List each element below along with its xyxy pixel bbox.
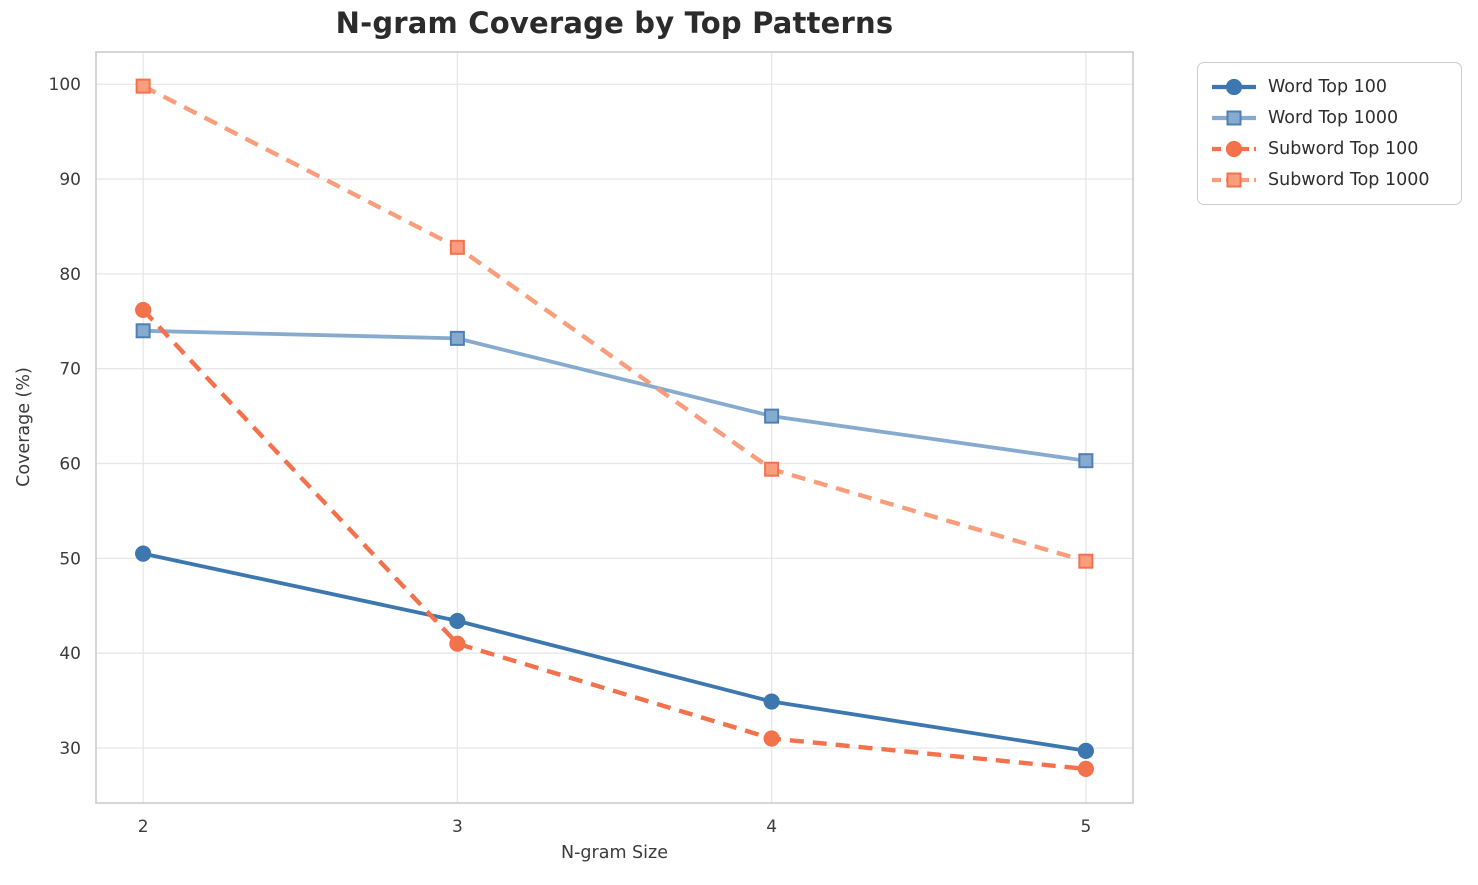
- x-axis-label: N-gram Size: [561, 843, 668, 863]
- marker-subword-top-1000: [764, 461, 780, 477]
- legend-swatch-word-top-100: [1212, 78, 1256, 96]
- y-tick-label: 80: [59, 265, 81, 285]
- marker-word-top-100: [135, 545, 152, 562]
- marker-subword-top-1000: [135, 78, 151, 94]
- series-line-subword-top-1000: [142, 84, 1087, 564]
- x-tick-label: 3: [452, 817, 463, 837]
- marker-word-top-100: [449, 612, 466, 630]
- legend-swatch-subword-top-1000: [1212, 172, 1256, 188]
- legend-item-subword-top-1000: Subword Top 1000: [1210, 166, 1449, 194]
- legend: Word Top 100 Word Top 1000 Subword Top 1…: [1197, 62, 1462, 205]
- marker-subword-top-100: [763, 730, 780, 747]
- legend-item-word-top-100: Word Top 100: [1210, 73, 1449, 101]
- legend-swatch-subword-top-100: [1212, 140, 1256, 158]
- legend-swatch-word-top-1000: [1212, 110, 1256, 126]
- legend-marker-word-top-1000: [1226, 110, 1242, 126]
- chart-title: N-gram Coverage by Top Patterns: [335, 6, 894, 40]
- legend-item-word-top-1000: Word Top 1000: [1210, 104, 1449, 132]
- legend-label: Subword Top 1000: [1268, 170, 1430, 190]
- series-line-word-top-100: [142, 551, 1087, 753]
- marker-word-top-1000: [1078, 453, 1094, 469]
- y-tick-label: 50: [59, 549, 81, 569]
- legend-label: Word Top 1000: [1268, 108, 1399, 128]
- y-tick-label: 90: [59, 170, 81, 190]
- legend-item-subword-top-100: Subword Top 100: [1210, 135, 1449, 163]
- marker-subword-top-1000: [1078, 553, 1094, 569]
- marker-word-top-1000: [449, 330, 465, 346]
- y-tick-label: 40: [59, 644, 81, 664]
- series-line-word-top-1000: [143, 328, 1087, 463]
- marker-word-top-100: [763, 693, 780, 710]
- y-tick-label: 60: [59, 455, 81, 475]
- marker-subword-top-1000: [449, 239, 465, 255]
- marker-subword-top-100: [135, 301, 152, 319]
- legend-label: Subword Top 100: [1268, 139, 1419, 159]
- legend-marker-subword-top-1000: [1226, 172, 1242, 188]
- x-tick-label: 2: [138, 817, 149, 837]
- x-tick-label: 5: [1080, 817, 1091, 837]
- legend-marker-word-top-100: [1225, 78, 1243, 96]
- y-tick-label: 30: [59, 739, 81, 759]
- series-line-subword-top-100: [141, 308, 1087, 772]
- plot-border: [95, 51, 1134, 804]
- marker-word-top-1000: [135, 323, 151, 339]
- legend-label: Word Top 100: [1268, 77, 1388, 97]
- marker-subword-top-100: [449, 635, 466, 652]
- y-axis-label: Coverage (%): [14, 367, 34, 487]
- legend-marker-subword-top-100: [1225, 140, 1243, 158]
- y-tick-label: 100: [49, 75, 81, 95]
- y-tick-label: 70: [59, 360, 81, 380]
- marker-word-top-100: [1077, 742, 1094, 759]
- marker-word-top-1000: [764, 408, 780, 424]
- x-tick-label: 4: [766, 817, 777, 837]
- marker-subword-top-100: [1077, 760, 1094, 777]
